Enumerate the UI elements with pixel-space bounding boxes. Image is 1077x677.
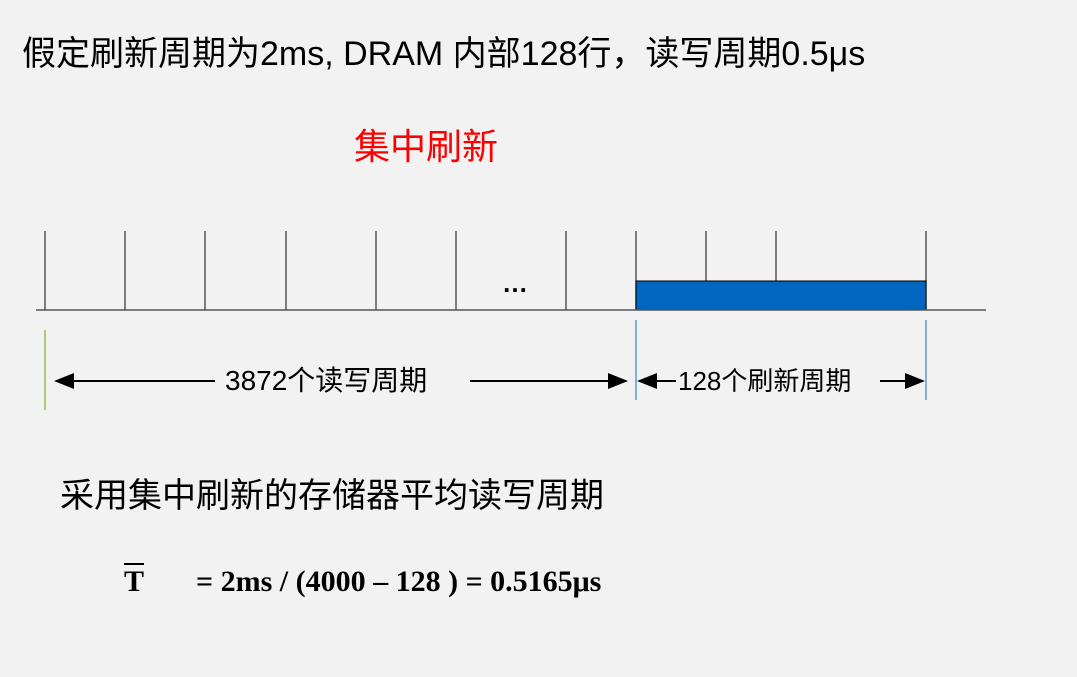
ellipsis: … [502,268,528,298]
slide-title: 假定刷新周期为2ms, DRAM 内部128行，读写周期0.5μs [22,35,866,73]
read-write-cycles-label: 3872个读写周期 [221,365,432,397]
formula-symbol: T [124,563,145,598]
section-heading: 采用集中刷新的存储器平均读写周期 [60,477,604,515]
refresh-cycles-label: 128个刷新周期 [676,365,854,397]
formula-expression: = 2ms / (4000 – 128 ) = 0.5165μs [196,565,602,598]
slide-subtitle: 集中刷新 [354,126,499,167]
refresh-block [635,280,927,311]
